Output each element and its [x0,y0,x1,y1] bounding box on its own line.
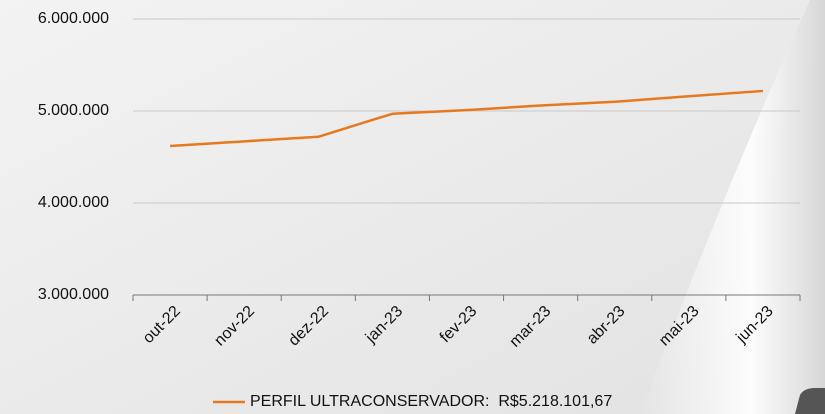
corner-shape [795,388,825,414]
y-tick-label: 4.000.000 [38,194,109,211]
legend-label: PERFIL ULTRACONSERVADOR: R$5.218.101,67 [250,393,612,410]
y-tick-label: 6.000.000 [38,10,109,27]
y-tick-label: 3.000.000 [38,286,109,303]
series-line [169,89,764,148]
y-tick-label: 5.000.000 [38,102,109,119]
background-stripe [640,0,825,414]
